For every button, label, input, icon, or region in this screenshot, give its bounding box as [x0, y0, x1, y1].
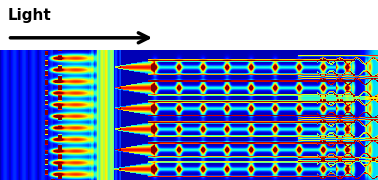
- Text: Light: Light: [8, 8, 51, 22]
